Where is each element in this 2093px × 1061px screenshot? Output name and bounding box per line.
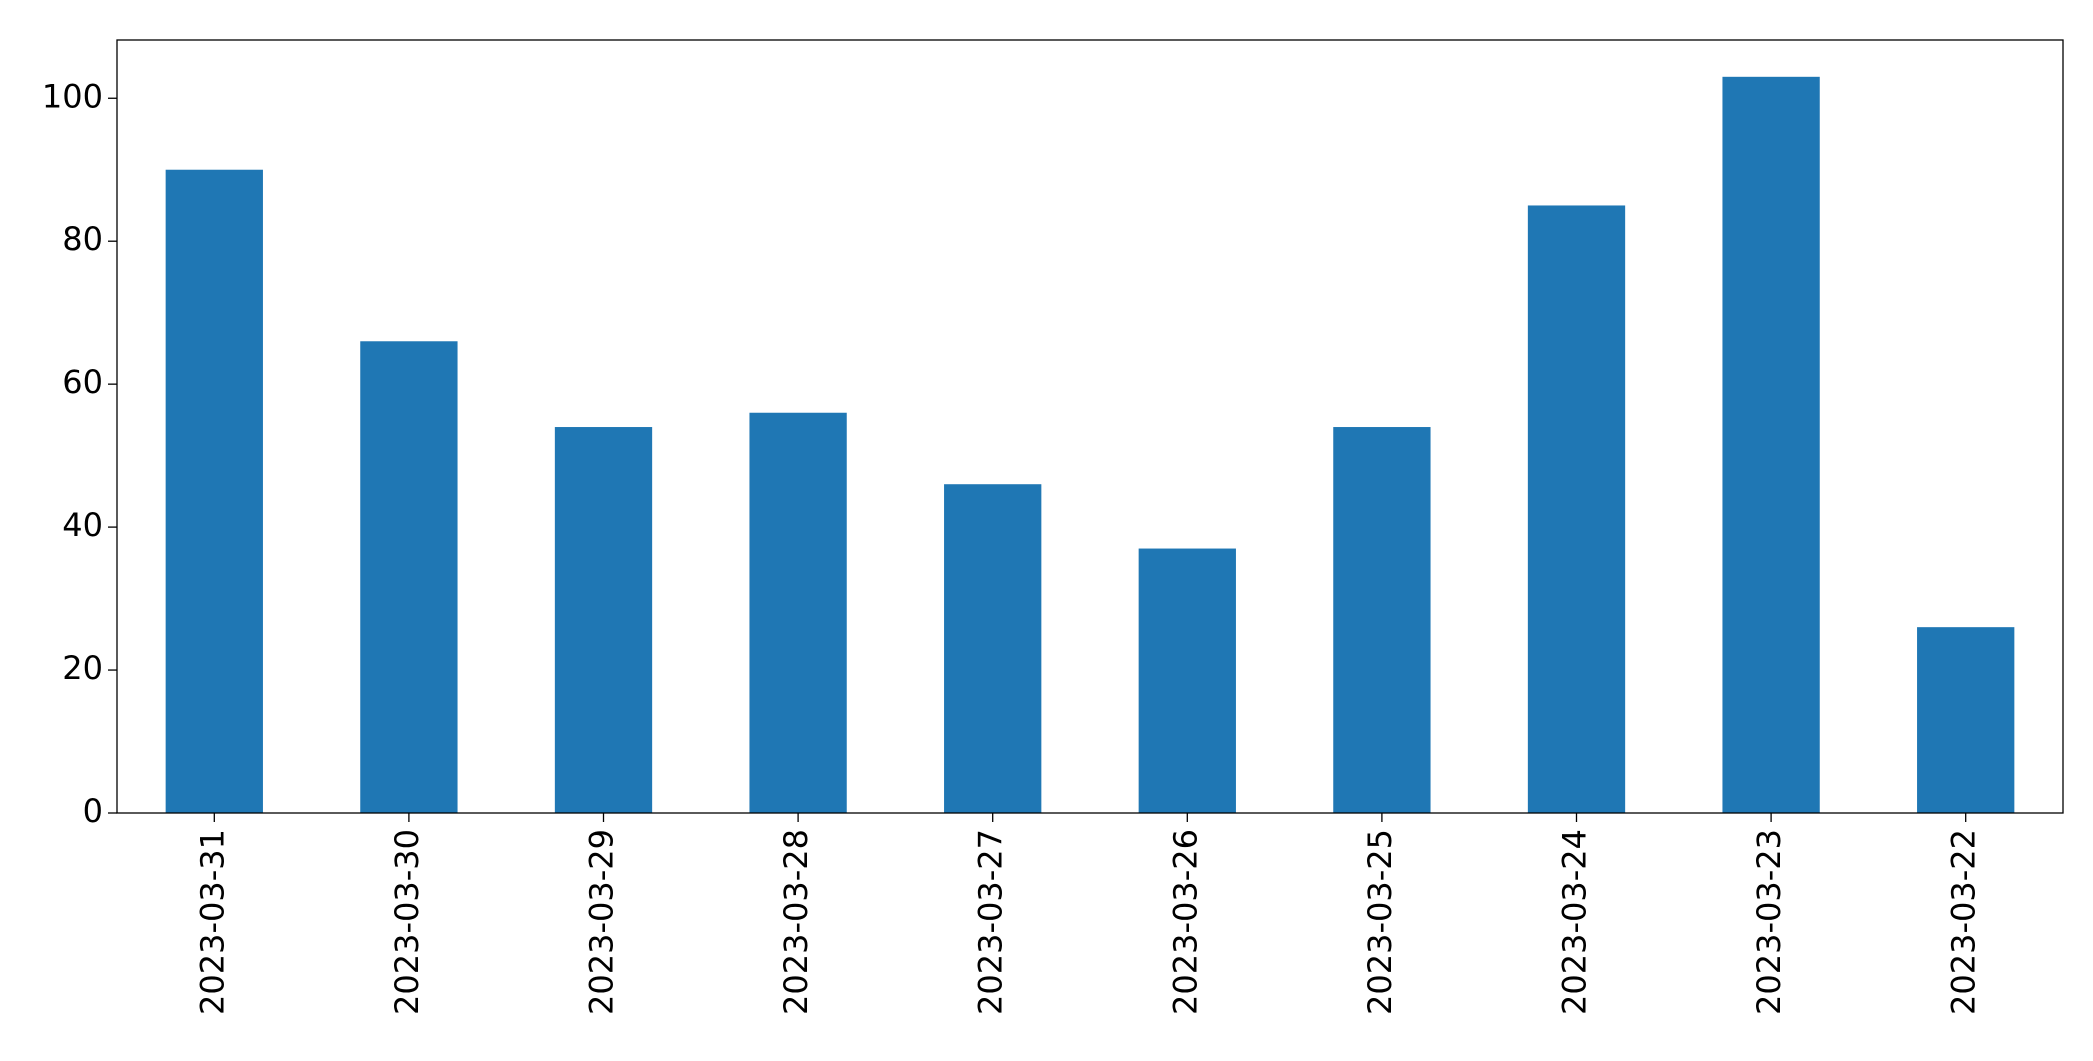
bar bbox=[1722, 76, 1820, 814]
bar bbox=[1138, 548, 1236, 813]
x-tick-label: 2023-03-28 bbox=[777, 829, 815, 1015]
axes-frame bbox=[116, 39, 2064, 814]
y-tick-label: 80 bbox=[62, 220, 103, 258]
bar bbox=[360, 341, 458, 813]
x-tick-label: 2023-03-31 bbox=[193, 829, 231, 1015]
bar bbox=[1917, 627, 2015, 813]
bar bbox=[1527, 205, 1626, 813]
x-tick-label: 2023-03-25 bbox=[1361, 829, 1399, 1015]
y-tick-label: 40 bbox=[62, 506, 103, 544]
x-tick-label: 2023-03-30 bbox=[388, 829, 426, 1015]
bar bbox=[165, 169, 263, 814]
x-tick-label: 2023-03-29 bbox=[583, 829, 621, 1015]
bar bbox=[1333, 427, 1431, 813]
y-tick-label: 60 bbox=[62, 363, 103, 401]
x-tick-label: 2023-03-27 bbox=[972, 829, 1010, 1015]
x-tick-label: 2023-03-24 bbox=[1556, 829, 1594, 1015]
bar bbox=[749, 412, 847, 813]
bar bbox=[554, 427, 653, 813]
x-tick-label: 2023-03-26 bbox=[1166, 829, 1204, 1015]
x-tick-label: 2023-03-23 bbox=[1750, 829, 1788, 1015]
y-tick-label: 100 bbox=[42, 77, 103, 115]
x-tick-label: 2023-03-22 bbox=[1945, 829, 1983, 1015]
bar bbox=[944, 484, 1042, 813]
y-tick-label: 0 bbox=[83, 792, 103, 830]
y-tick-label: 20 bbox=[62, 649, 103, 687]
